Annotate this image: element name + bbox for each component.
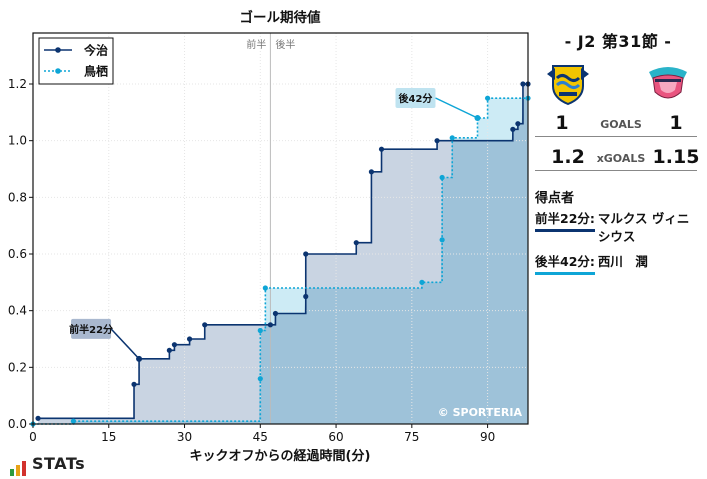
data-point-away [439,174,445,181]
data-point-home [434,138,440,144]
series-line-away [33,97,528,425]
watermark: © SPORTERIA [438,406,523,419]
data-point-home [368,169,375,175]
data-point-home [202,322,208,328]
x-tick-label: 90 [480,430,495,444]
data-point-away [257,376,263,382]
annotation-box [71,318,112,339]
fc-imabari-crest-icon [547,65,589,106]
data-point-away [257,327,263,334]
x-axis-label: キックオフからの経過時間(分) [190,448,371,464]
axes: 0.0 0.2 0.4 0.6 0.8 1.0 1.2 0 15 30 45 60 75 90 [8,77,495,444]
home-scorer-name: マルクス ヴィニシウス [597,211,690,244]
data-point-away [449,135,455,141]
away-xg: 1.15 [652,146,700,168]
data-point-away [70,418,77,424]
data-point-home [171,342,178,348]
data-point-away [439,237,445,243]
x-tick-label: 60 [328,430,343,444]
chart-title: ゴール期待値 [240,9,321,26]
y-tick-label: 0.6 [8,247,27,261]
data-point-home [303,293,309,300]
annotation-target-point [136,355,143,362]
xg-timeline-chart: ゴール期待値 前半 後半 0.0 0.2 0.4 0.6 0.8 1.0 1.2 0 15 30 45… [8,9,531,464]
data-point-home [303,251,309,257]
annotation-label: 前半22分 [69,323,113,336]
series-fills [33,84,528,425]
y-tick-label: 0.2 [8,360,27,374]
away-scorer-time: 後半42分: [535,253,595,275]
legend-marker [55,68,61,74]
legend-box [38,37,114,85]
x-tick-label: 15 [101,430,116,444]
home-xg: 1.2 [551,146,585,168]
annotation-label: 後42分 [399,92,433,105]
away-goals: 1 [669,112,683,134]
fill-overlap [33,98,528,425]
data-point-home [267,322,273,328]
goal-annotations: 前半22分 後42分 [69,88,481,362]
match-title: - J2 第31節 - [564,32,672,51]
x-tick-label: 30 [177,430,192,444]
y-tick-label: 1.0 [8,134,27,148]
goals-label: GOALS [600,118,642,131]
home-scorer: 前半22分: マルクス ヴィニシウス [535,210,690,246]
half-time-marker: 前半 後半 [246,33,295,424]
data-point-away [484,95,491,101]
away-scorer-name: 西川 潤 [597,254,648,269]
x-tick-label: 45 [253,430,268,444]
data-point-home [131,381,137,387]
y-tick-label: 0.4 [8,304,27,318]
plot-frame [32,32,529,425]
data-point-away [419,279,425,285]
legend-entry: 鳥栖 [84,64,108,79]
y-tick-label: 0.8 [8,190,27,204]
y-tick-label: 1.2 [8,77,27,91]
series-line-home [38,83,528,420]
data-point-home [520,81,526,87]
sagan-tosu-crest-icon [649,67,687,99]
x-tick-label: 0 [29,430,37,444]
data-point-home [166,347,172,353]
xgoals-label: xGOALS [596,152,646,165]
data-point-home [272,310,279,317]
data-point-home [353,240,359,246]
data-point-home [510,126,516,132]
annotation-box [395,88,436,108]
away-scorer: 後半42分: 西川 潤 [535,253,690,275]
annotation-target-point [474,115,481,121]
y-tick-label: 0.0 [8,417,27,431]
annotation-leader [110,328,140,360]
home-scorer-time: 前半22分: [535,210,595,232]
annotation-leader [435,97,478,119]
data-point-home [35,415,41,421]
data-point-home [378,146,385,152]
data-point-away [262,285,268,291]
xgoals-row: 1.2 xGOALS 1.15 [535,144,699,171]
second-half-label: 後半 [275,38,295,51]
legend-entry: 今治 [83,43,108,58]
first-half-label: 前半 [246,38,266,51]
legend-marker [55,47,61,53]
home-goals: 1 [555,112,569,134]
stats-logo-text: STATs [32,454,86,473]
x-tick-label: 75 [404,430,419,444]
data-point-home [515,121,521,127]
goals-row: 1 GOALS 1 [535,110,697,137]
series-lines [33,83,528,425]
plot-border [32,32,529,425]
scorers-heading: 得点者 [535,191,575,206]
data-point-home [186,336,193,342]
